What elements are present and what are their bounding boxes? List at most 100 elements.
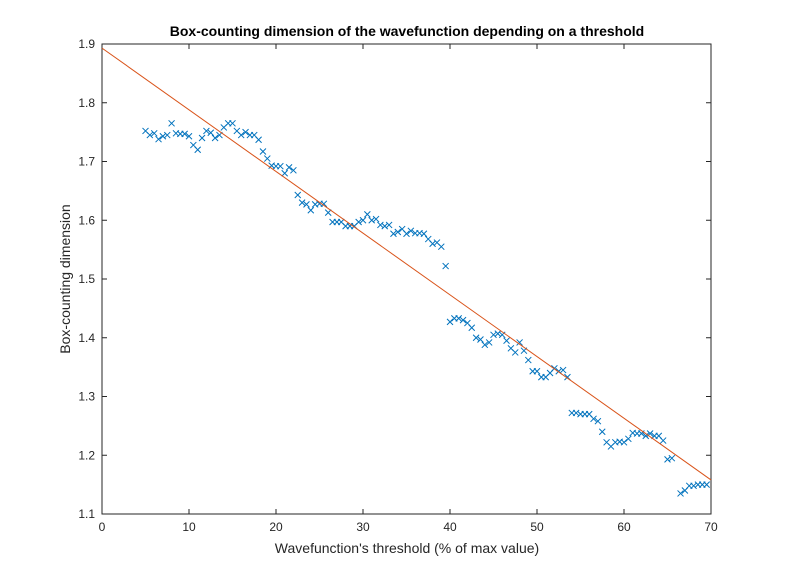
series-layer [101,47,712,497]
x-tick-label: 10 [182,520,196,534]
data-point [303,201,310,208]
data-point [598,428,606,436]
x-tick-label: 70 [704,520,718,534]
data-point [290,166,297,174]
data-point [394,228,402,236]
data-point [446,318,454,326]
y-tick-label: 1.2 [78,448,95,462]
data-point [485,339,493,346]
data-point [242,128,249,136]
data-point [624,435,632,443]
data-point [677,490,684,497]
data-point [381,222,389,230]
data-point [490,331,497,339]
data-point [429,240,436,248]
data-point [659,437,667,444]
data-point [198,134,206,142]
data-point [229,119,236,127]
data-point [255,136,262,144]
x-tick-label: 40 [443,520,457,534]
y-tick-label: 1.6 [78,213,95,227]
scatter-series [142,119,711,497]
data-point [455,315,463,322]
chart-title: Box-counting dimension of the wavefuncti… [170,23,644,39]
y-axis-label: Box-counting dimension [57,204,73,353]
data-point [355,218,363,226]
data-point [159,132,167,140]
y-tick-label: 1.5 [78,272,95,286]
data-point [511,349,519,356]
data-point [168,119,175,127]
data-point [620,438,628,446]
data-point [442,262,450,270]
data-point [368,216,376,224]
data-point [155,135,162,143]
x-tick-label: 20 [269,520,283,534]
data-point [594,417,602,425]
data-point [294,191,302,199]
data-point [559,366,567,374]
data-point [285,164,293,171]
data-point [181,130,189,138]
x-tick-label: 0 [99,520,106,534]
x-axis-label: Wavefunction's threshold (% of max value… [275,540,539,556]
data-point [572,409,580,417]
y-tick-label: 1.3 [78,390,95,404]
data-point [481,341,489,349]
data-point [468,324,476,332]
data-point [403,230,410,238]
data-point [372,215,380,223]
data-point [377,221,384,229]
data-point [363,211,371,218]
y-tick-label: 1.7 [78,155,95,169]
axis-ticks [101,43,712,515]
data-point [668,454,676,462]
data-point [194,146,202,154]
data-point [472,334,480,342]
y-tick-label: 1.1 [78,507,95,521]
data-point [185,132,193,140]
data-point [533,367,541,375]
data-point [211,134,219,142]
data-point [516,339,523,346]
data-point [307,206,315,214]
data-point [207,129,215,137]
data-point [477,336,484,343]
fit-line [101,47,712,481]
y-tick-label: 1.4 [78,331,95,345]
y-tick-label: 1.9 [78,37,95,51]
data-point [385,221,393,229]
data-point [459,316,467,324]
data-point [203,127,210,135]
data-point [146,131,154,139]
data-point [420,230,428,238]
data-point [703,481,711,488]
data-point [494,330,502,337]
data-point [276,162,284,170]
x-tick-label: 50 [530,520,544,534]
data-point [390,230,397,238]
tick-labels: 0 10 20 30 40 50 60 70 1.1 1.2 1.3 1.4 1.5 1.6 1.7 1.8 1… [78,37,718,534]
data-point [524,356,532,364]
data-point [320,200,328,208]
x-tick-label: 30 [356,520,370,534]
x-tick-label: 60 [617,520,631,534]
data-point [590,415,597,423]
data-point [163,131,171,139]
data-point [259,148,267,155]
data-point [298,199,306,206]
plot-area [101,43,712,515]
data-point [359,216,367,224]
data-point [437,243,445,251]
data-point [407,227,415,235]
data-point [664,456,671,463]
data-point [263,155,271,162]
data-point [690,482,697,490]
data-point [281,169,289,177]
data-point [503,337,510,345]
data-point [642,432,650,440]
data-point [237,131,245,139]
data-point [324,209,332,216]
y-tick-label: 1.8 [78,96,95,110]
